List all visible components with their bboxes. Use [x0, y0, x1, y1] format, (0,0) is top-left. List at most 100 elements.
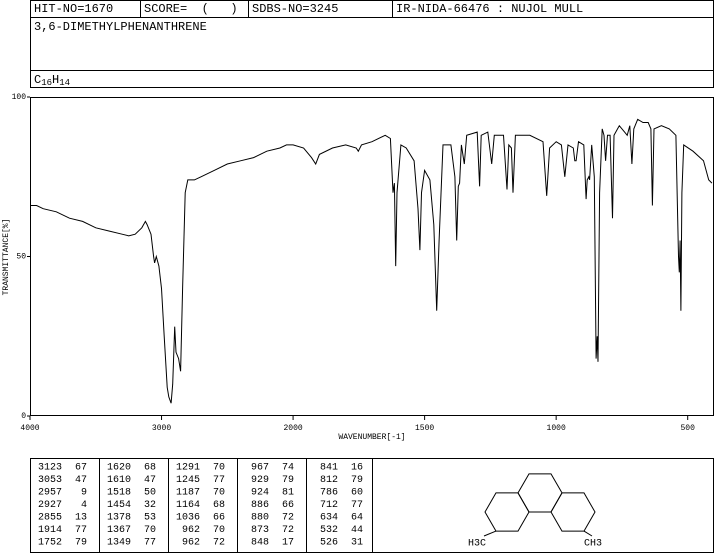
peak-wavenumber: 526	[320, 538, 338, 549]
formula-subscript: 14	[59, 78, 70, 88]
peak-wavenumber: 812	[320, 475, 338, 486]
peak-wavenumber: 1914	[38, 525, 62, 536]
peak-transmittance: 70	[144, 525, 156, 536]
peak-transmittance: 72	[282, 525, 294, 536]
peak-wavenumber: 1349	[107, 538, 131, 549]
peak-wavenumber: 924	[251, 488, 269, 499]
y-axis-label: TRANSMITTANCE[%]	[2, 219, 11, 296]
formula-element: H	[52, 73, 59, 87]
peak-transmittance: 44	[351, 525, 363, 536]
peak-transmittance: 67	[75, 463, 87, 474]
peak-transmittance: 81	[282, 488, 294, 499]
peak-transmittance: 70	[213, 488, 225, 499]
plot-frame	[30, 97, 714, 416]
peak-wavenumber: 1187	[176, 488, 200, 499]
peak-transmittance: 79	[75, 538, 87, 549]
formula-subscript: 16	[41, 78, 52, 88]
peak-wavenumber: 962	[182, 525, 200, 536]
peak-transmittance: 32	[144, 500, 156, 511]
peak-wavenumber: 886	[251, 500, 269, 511]
peak-transmittance: 70	[213, 463, 225, 474]
peak-wavenumber: 2855	[38, 513, 62, 524]
peak-wavenumber: 962	[182, 538, 200, 549]
y-tick-label: 100	[12, 93, 27, 102]
peak-wavenumber: 880	[251, 513, 269, 524]
methyl-label: CH3	[584, 539, 602, 550]
peak-wavenumber: 1245	[176, 475, 200, 486]
sdbs-no: SDBS-NO=3245	[252, 2, 338, 16]
peak-wavenumber: 1378	[107, 513, 131, 524]
peak-wavenumber: 786	[320, 488, 338, 499]
peak-wavenumber: 1518	[107, 488, 131, 499]
x-tick-label: 1500	[415, 424, 434, 433]
peak-transmittance: 70	[213, 525, 225, 536]
structure	[483, 473, 596, 537]
peak-transmittance: 68	[213, 500, 225, 511]
peak-transmittance: 13	[75, 513, 87, 524]
peak-transmittance: 79	[282, 475, 294, 486]
x-tick-label: 1000	[547, 424, 566, 433]
peak-transmittance: 4	[81, 500, 87, 511]
peak-transmittance: 17	[282, 538, 294, 549]
peak-wavenumber: 929	[251, 475, 269, 486]
hit-no: HIT-NO=1670	[34, 2, 113, 16]
peak-transmittance: 60	[351, 488, 363, 499]
peak-transmittance: 77	[213, 475, 225, 486]
peak-transmittance: 16	[351, 463, 363, 474]
peak-wavenumber: 1620	[107, 463, 131, 474]
x-tick-label: 500	[680, 424, 695, 433]
peak-wavenumber: 967	[251, 463, 269, 474]
peak-wavenumber: 1367	[107, 525, 131, 536]
peak-transmittance: 74	[282, 463, 294, 474]
peak-transmittance: 72	[282, 513, 294, 524]
score: SCORE= ( )	[144, 2, 238, 16]
peak-transmittance: 77	[144, 538, 156, 549]
peak-transmittance: 66	[282, 500, 294, 511]
peak-transmittance: 77	[75, 525, 87, 536]
peak-wavenumber: 3053	[38, 475, 62, 486]
peak-transmittance: 47	[75, 475, 87, 486]
bond	[583, 530, 593, 537]
peak-transmittance: 50	[144, 488, 156, 499]
peak-wavenumber: 1164	[176, 500, 200, 511]
x-tick-label: 4000	[20, 424, 39, 433]
method: IR-NIDA-66476 : NUJOL MULL	[396, 2, 583, 16]
x-tick-label: 2000	[283, 424, 302, 433]
peak-wavenumber: 841	[320, 463, 338, 474]
peak-wavenumber: 2957	[38, 488, 62, 499]
peak-transmittance: 66	[213, 513, 225, 524]
ring	[517, 473, 563, 513]
peak-wavenumber: 1036	[176, 513, 200, 524]
formula-element: C	[34, 73, 41, 87]
peak-transmittance: 9	[81, 488, 87, 499]
y-tick-label: 50	[16, 253, 26, 262]
ring	[550, 492, 596, 532]
peak-transmittance: 79	[351, 475, 363, 486]
peak-wavenumber: 2927	[38, 500, 62, 511]
y-tick-label: 0	[21, 412, 26, 421]
peak-transmittance: 68	[144, 463, 156, 474]
peak-wavenumber: 532	[320, 525, 338, 536]
peak-wavenumber: 1610	[107, 475, 131, 486]
x-axis-label: WAVENUMBER[-1]	[338, 433, 405, 442]
peak-wavenumber: 1291	[176, 463, 200, 474]
x-tick-label: 3000	[152, 424, 171, 433]
peak-transmittance: 53	[144, 513, 156, 524]
ring	[484, 492, 530, 532]
peak-wavenumber: 848	[251, 538, 269, 549]
peak-transmittance: 31	[351, 538, 363, 549]
methyl-label: H3C	[468, 539, 486, 550]
spectrum-line	[30, 118, 713, 404]
peak-wavenumber: 712	[320, 500, 338, 511]
peak-transmittance: 72	[213, 538, 225, 549]
header-box	[30, 0, 714, 88]
peak-transmittance: 64	[351, 513, 363, 524]
peak-transmittance: 77	[351, 500, 363, 511]
compound-name: 3,6-DIMETHYLPHENANTHRENE	[34, 20, 207, 34]
peak-wavenumber: 3123	[38, 463, 62, 474]
bond	[483, 530, 497, 537]
formula: C16H14	[34, 73, 70, 88]
peak-wavenumber: 873	[251, 525, 269, 536]
